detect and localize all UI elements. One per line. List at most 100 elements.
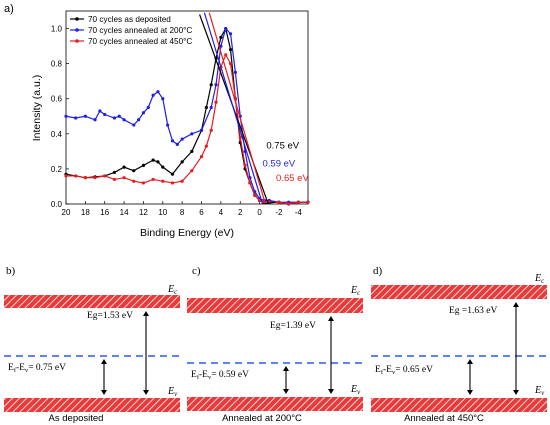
data-point	[93, 176, 97, 180]
data-point	[122, 165, 126, 169]
baseline-segment	[262, 201, 276, 205]
data-point	[209, 128, 213, 132]
legend-swatch-marker	[75, 39, 79, 43]
ec-label: Ec	[534, 273, 545, 285]
data-point	[103, 112, 107, 117]
x-tick-label: 18	[81, 208, 90, 217]
data-point	[180, 137, 184, 141]
data-point	[151, 177, 155, 182]
panel-label: d)	[373, 265, 383, 277]
data-point	[161, 179, 165, 183]
ev-label: Ev	[534, 385, 545, 397]
data-point	[228, 48, 233, 52]
eg-arrow-head-up	[143, 311, 149, 316]
band-diagrams: b) Ec Ev Eg=1.53 eV Ef-Ev= 0.75 eV As deposit…	[4, 265, 547, 424]
y-tick-label: 0.2	[51, 165, 63, 174]
diagram-caption: As deposited	[49, 413, 104, 424]
x-tick-label: 2	[238, 208, 243, 217]
valence-band	[187, 397, 363, 411]
data-point	[74, 174, 78, 178]
band-diagram: b) Ec Ev Eg=1.53 eV Ef-Ev= 0.75 eV As deposit…	[4, 265, 180, 424]
data-point	[224, 26, 228, 31]
legend-swatch-marker	[75, 28, 79, 32]
band-diagram: c) Ec Ev Eg=1.39 eV Ef-Ev= 0.59 eV Annealed a…	[187, 265, 363, 424]
data-point	[238, 135, 242, 139]
data-point	[161, 165, 165, 169]
data-point	[180, 160, 184, 164]
band-diagram: d) Ec Ev Eg =1.63 eV Ef-Ev= 0.65 eV Annealed …	[371, 265, 547, 424]
data-point	[170, 172, 175, 176]
data-point	[214, 100, 218, 104]
data-point	[141, 111, 146, 115]
series-layer	[64, 26, 310, 206]
legend-swatch-marker	[75, 17, 79, 21]
x-tick-label: 8	[180, 208, 185, 217]
data-point	[83, 114, 87, 118]
y-tick-label: 1.0	[51, 25, 63, 34]
data-point	[64, 114, 68, 118]
panel-label: b)	[6, 265, 16, 277]
legend-entry: 70 cycles annealed at 200°C	[88, 26, 192, 35]
ef-arrow-head-up	[467, 359, 473, 364]
data-point	[248, 181, 252, 185]
x-tick-label: -2	[275, 208, 283, 217]
ec-label: Ec	[167, 284, 178, 296]
data-point	[112, 177, 116, 182]
data-point	[146, 105, 150, 110]
data-point	[233, 70, 237, 75]
data-point	[141, 181, 146, 185]
gap-annotation: 0.75 eV	[266, 141, 299, 152]
ef-ev-value-label: Ef-Ev= 0.65 eV	[375, 365, 433, 376]
data-point	[151, 93, 155, 97]
gap-annotation: 0.65 eV	[276, 173, 309, 184]
legend-entry: 70 cycles as deposited	[88, 15, 171, 24]
series-line	[66, 53, 308, 205]
ev-label: Ev	[167, 386, 178, 398]
data-point	[190, 132, 194, 136]
data-point	[306, 200, 310, 204]
data-point	[122, 118, 126, 122]
data-point	[98, 109, 102, 113]
ef-arrow-head-down	[467, 390, 473, 395]
x-tick-label: 10	[158, 208, 167, 217]
data-point	[258, 198, 262, 203]
ef-arrow-head-down	[283, 389, 289, 394]
onset-tangent-line	[203, 12, 264, 205]
y-tick-label: 0.8	[51, 60, 63, 69]
ef-arrow-head-up	[283, 366, 289, 371]
eg-value-label: Eg =1.63 eV	[449, 306, 498, 316]
data-point	[253, 193, 257, 197]
data-point	[204, 144, 208, 148]
xps-chart: 20 18 16 14 12 10 8 6 4 2 0 -2 -4 0.00.20.40.60.81.0…	[31, 10, 310, 239]
data-point	[214, 83, 218, 87]
panel-label: c)	[192, 265, 201, 277]
eg-arrow-head-down	[328, 389, 334, 394]
y-ticks: 0.0 0.2 0.4 0.6 0.8 1.0	[51, 25, 69, 209]
data-point	[175, 142, 179, 146]
data-point	[122, 176, 126, 180]
y-tick-label: 0.4	[51, 130, 63, 139]
onset-tangent-line	[208, 12, 266, 205]
data-point	[204, 105, 208, 110]
data-point	[132, 123, 136, 127]
x-ticks: 20 18 16 14 12 10 8 6 4 2 0 -2 -4	[62, 201, 302, 217]
legend: 70 cycles as deposited 70 cycles annealed…	[70, 15, 192, 46]
data-point	[166, 123, 170, 127]
ef-arrow-head-down	[101, 390, 107, 395]
data-point	[156, 90, 160, 94]
data-point	[170, 139, 175, 143]
data-point	[209, 83, 213, 87]
data-point	[228, 32, 233, 36]
data-point	[132, 169, 136, 173]
eg-value-label: Eg=1.53 eV	[87, 311, 133, 321]
data-point	[228, 62, 233, 66]
x-tick-label: 6	[199, 208, 204, 217]
data-point	[103, 174, 107, 178]
eg-arrow-head-up	[328, 316, 334, 321]
data-point	[83, 176, 87, 180]
conduction-band	[4, 295, 180, 308]
plot-frame	[65, 10, 309, 205]
data-point	[132, 179, 136, 183]
diagram-caption: Annealed at 450°C	[404, 413, 484, 424]
data-point	[161, 97, 165, 101]
